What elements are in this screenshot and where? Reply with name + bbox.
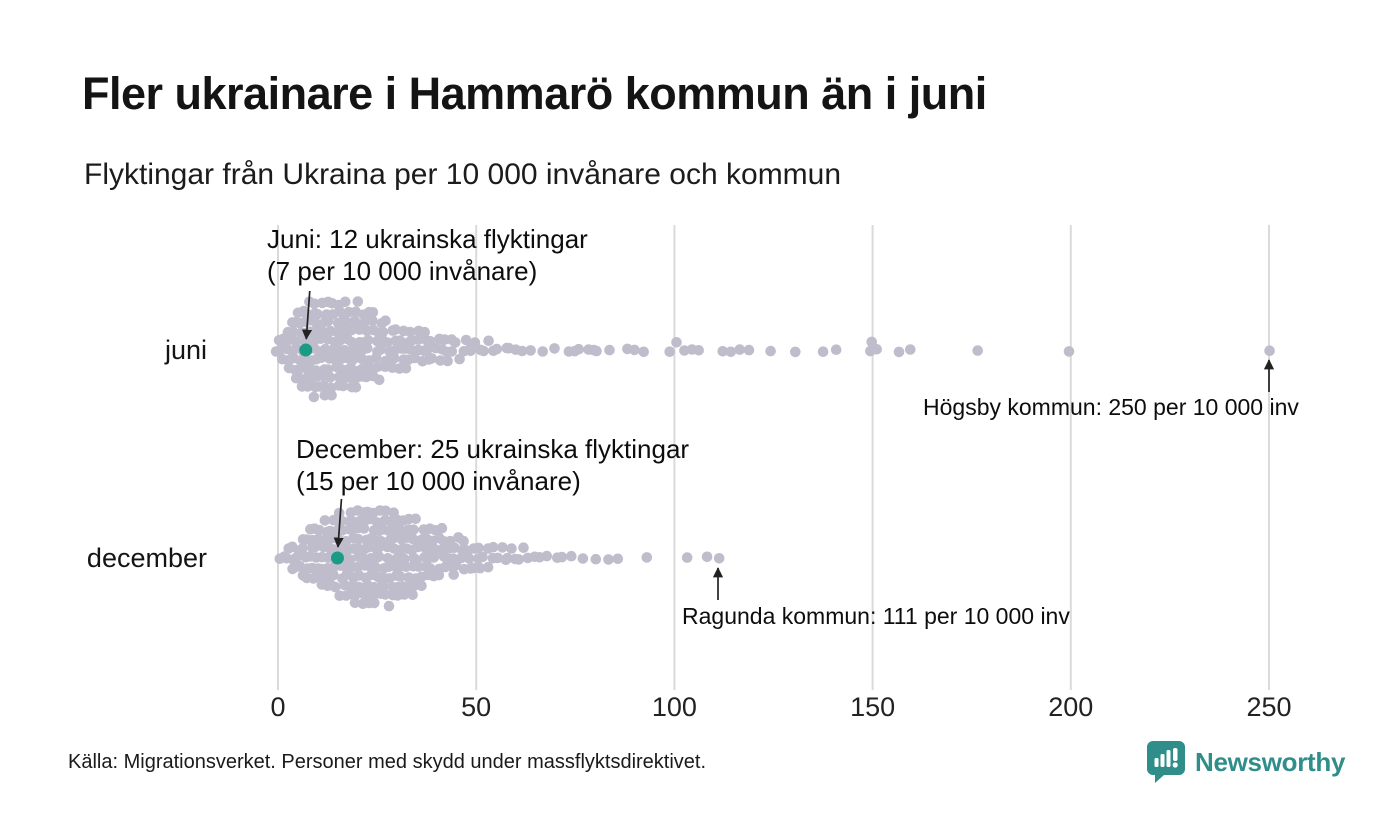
annotation-arrows — [301, 290, 1275, 600]
row-label-juni: juni — [164, 335, 207, 365]
chart-subtitle: Flyktingar från Ukraina per 10 000 invån… — [84, 158, 842, 191]
brand-logo: Newsworthy — [1146, 740, 1345, 784]
arrow-highlight-juni — [301, 290, 313, 340]
newsworthy-icon — [1147, 741, 1185, 783]
annotation-december-highlight: December: 25 ukrainska flyktingar (15 pe… — [296, 433, 689, 497]
annotation-juni-line1: Juni: 12 ukrainska flyktingar — [267, 224, 588, 254]
swarm-juni — [270, 296, 1275, 403]
x-tick-label: 250 — [1246, 692, 1292, 722]
row-label-december: december — [86, 543, 207, 573]
x-tick-label: 50 — [461, 692, 492, 722]
highlight-dot-juni — [299, 343, 313, 357]
annotation-ragunda-outlier: Ragunda kommun: 111 per 10 000 inv — [682, 603, 1070, 629]
x-tick-label: 0 — [270, 692, 286, 722]
arrow-highlight-december — [333, 498, 344, 548]
chart-title: Fler ukrainare i Hammarö kommun än i jun… — [82, 68, 987, 119]
swarm-december — [274, 505, 725, 612]
x-tick-label: 100 — [651, 692, 697, 722]
highlight-dots — [299, 343, 344, 565]
x-tick-label: 150 — [850, 692, 896, 722]
source-note: Källa: Migrationsverket. Personer med sk… — [68, 751, 707, 773]
annotation-hogsby-outlier: Högsby kommun: 250 per 10 000 inv — [923, 394, 1299, 420]
x-tick-label: 200 — [1048, 692, 1094, 722]
brand-name: Newsworthy — [1195, 746, 1346, 777]
annotation-december-line1: December: 25 ukrainska flyktingar — [296, 434, 690, 464]
annotation-juni-line2: (7 per 10 000 invånare) — [267, 256, 538, 286]
annotation-december-line2: (15 per 10 000 invånare) — [296, 466, 581, 496]
highlight-dot-december — [330, 551, 344, 565]
annotation-juni-highlight: Juni: 12 ukrainska flyktingar (7 per 10 … — [267, 223, 588, 287]
gridlines — [277, 225, 1270, 690]
